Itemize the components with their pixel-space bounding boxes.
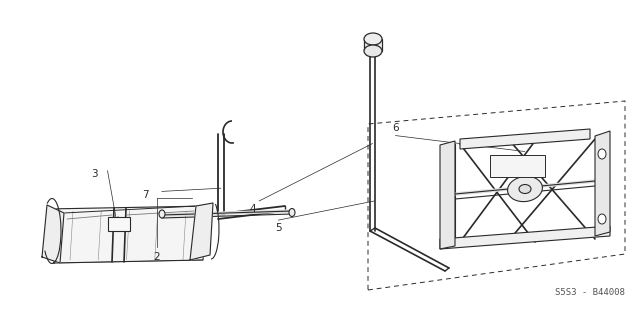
Ellipse shape [364,33,382,45]
Ellipse shape [519,184,531,194]
FancyBboxPatch shape [490,155,545,177]
Ellipse shape [364,45,382,57]
Polygon shape [190,203,213,260]
Text: S5S3 - B44008: S5S3 - B44008 [555,288,625,297]
Polygon shape [440,141,455,249]
Text: 2: 2 [154,252,160,262]
Ellipse shape [598,214,606,224]
Bar [364,39,382,51]
Text: 5: 5 [275,223,282,233]
Text: 4: 4 [250,204,256,214]
Polygon shape [460,129,590,149]
Text: 3: 3 [92,169,98,179]
Ellipse shape [289,209,295,217]
Text: 6: 6 [392,122,399,133]
Bar [108,217,130,231]
Polygon shape [47,206,208,263]
Polygon shape [440,226,610,249]
Polygon shape [42,205,64,263]
Text: 7: 7 [143,189,149,200]
Polygon shape [595,131,610,236]
Ellipse shape [159,210,165,218]
Ellipse shape [508,176,543,202]
Ellipse shape [598,149,606,159]
